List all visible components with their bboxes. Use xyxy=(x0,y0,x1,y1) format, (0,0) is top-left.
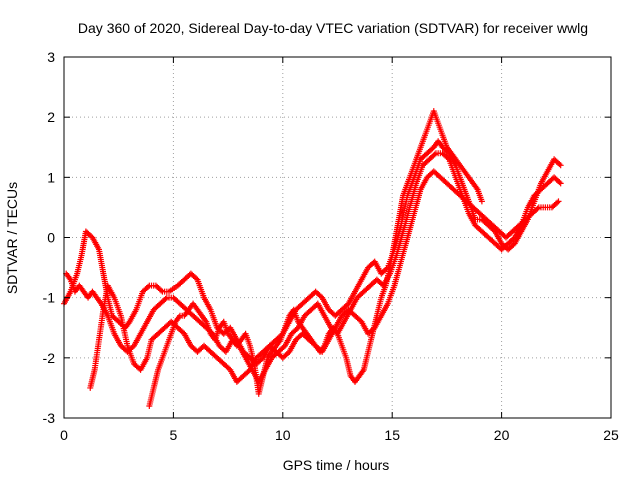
y-tick-label: -2 xyxy=(43,350,56,366)
data-markers xyxy=(61,108,564,409)
x-tick-label: 20 xyxy=(494,427,510,443)
chart-title: Day 360 of 2020, Sidereal Day-to-day VTE… xyxy=(78,20,588,36)
data-point xyxy=(557,162,564,169)
data-point xyxy=(162,295,169,302)
y-tick-label: 3 xyxy=(47,49,55,65)
data-point xyxy=(431,151,438,158)
y-axis-label: SDTVAR / TECUs xyxy=(4,182,20,294)
data-point xyxy=(554,199,561,206)
data-point xyxy=(557,180,564,187)
series-track-c xyxy=(87,168,562,391)
x-tick-label: 25 xyxy=(603,427,619,443)
gridlines xyxy=(64,57,611,418)
x-tick-label: 5 xyxy=(170,427,178,443)
x-tick-label: 10 xyxy=(275,427,291,443)
data-point xyxy=(555,198,562,205)
x-axis-label: GPS time / hours xyxy=(283,457,390,473)
data-point xyxy=(534,205,541,212)
data-point xyxy=(158,287,165,294)
data-point xyxy=(444,155,451,162)
series-track-a xyxy=(61,138,564,367)
data-point xyxy=(556,161,563,168)
y-tick-label: 0 xyxy=(47,230,55,246)
axis-ticks: 0 5 10 15 20 25 -3 -2 -1 0 1 2 3 xyxy=(43,49,619,443)
y-tick-label: -1 xyxy=(43,290,56,306)
series-track-d xyxy=(146,108,485,409)
y-tick-label: -3 xyxy=(43,410,56,426)
x-tick-label: 15 xyxy=(384,427,400,443)
data-point xyxy=(478,198,485,205)
y-tick-label: 1 xyxy=(47,169,55,185)
data-point xyxy=(556,179,563,186)
x-tick-label: 0 xyxy=(60,427,68,443)
y-tick-label: 2 xyxy=(47,109,55,125)
series-track-b xyxy=(63,150,564,385)
data-point xyxy=(145,283,152,290)
data-point xyxy=(193,275,200,282)
